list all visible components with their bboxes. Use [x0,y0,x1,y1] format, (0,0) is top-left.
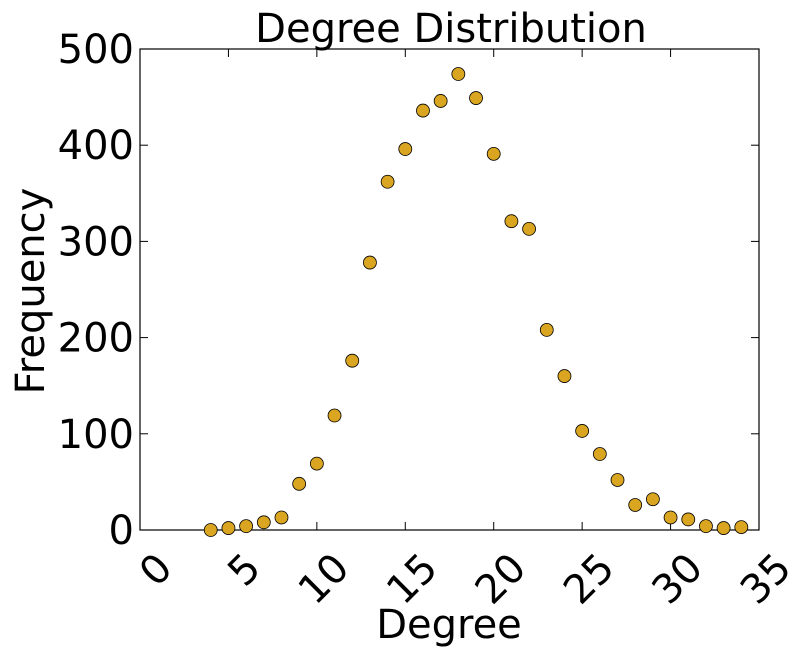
x-tick-label: 10 [290,545,359,614]
data-point [504,214,519,229]
data-point [380,174,395,189]
x-tick-label: 30 [643,545,712,614]
data-point [292,476,307,491]
data-point [256,515,271,530]
x-tick-label: 25 [555,545,624,614]
data-point [469,91,483,105]
data-point [734,520,749,535]
data-point [363,255,377,270]
data-point [610,473,625,487]
scatter-points [203,67,749,537]
data-point [309,456,324,471]
data-point [239,519,254,534]
data-point [716,521,731,535]
data-point [221,521,236,535]
data-point [699,519,713,534]
data-point [522,221,536,236]
data-point [486,146,501,161]
data-point [398,142,413,156]
y-axis-label: Frequency [8,188,54,395]
x-axis-label: Degree [376,602,522,648]
data-point [575,424,590,438]
y-tick-label: 400 [58,123,134,169]
data-point [539,323,554,337]
y-axis: 0 100 200 300 400 500 [58,27,759,554]
chart-title: Degree Distribution [255,6,647,52]
x-tick-label: 0 [131,545,182,596]
data-point [645,492,660,507]
x-tick-label: 5 [219,545,270,596]
data-point [433,94,448,108]
y-tick-label: 500 [58,27,134,73]
y-tick-label: 100 [58,412,134,458]
data-point [681,512,696,527]
y-tick-label: 200 [58,316,134,362]
data-point [628,498,643,512]
data-point [416,103,430,118]
data-point [345,353,360,368]
data-point [327,408,342,423]
data-point [203,523,218,537]
plot-frame [139,48,760,531]
y-tick-label: 300 [58,219,134,265]
x-tick-label: 35 [732,545,800,614]
data-point [592,447,607,461]
data-point [451,67,466,81]
y-tick-label: 0 [109,508,134,554]
data-point [663,510,678,525]
data-point [274,510,289,525]
data-point [557,369,572,383]
